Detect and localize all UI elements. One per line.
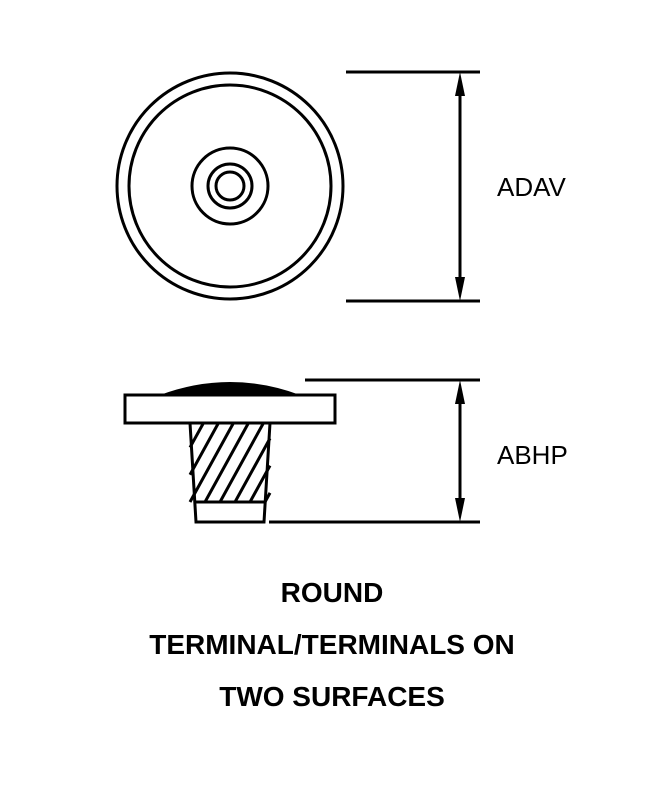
technical-diagram: ADAV ABHP (0, 0, 664, 789)
side-view: ABHP (125, 380, 568, 522)
top-view: ADAV (117, 72, 567, 301)
diagram-svg: ADAV ABHP (0, 0, 664, 789)
caption-line-3: TWO SURFACES (219, 681, 445, 712)
adav-label: ADAV (497, 172, 567, 202)
caption-line-2: TERMINAL/TERMINALS ON (149, 629, 515, 660)
abhp-label: ABHP (497, 440, 568, 470)
caption-line-1: ROUND (281, 577, 384, 608)
caption: ROUND TERMINAL/TERMINALS ON TWO SURFACES (149, 577, 515, 712)
